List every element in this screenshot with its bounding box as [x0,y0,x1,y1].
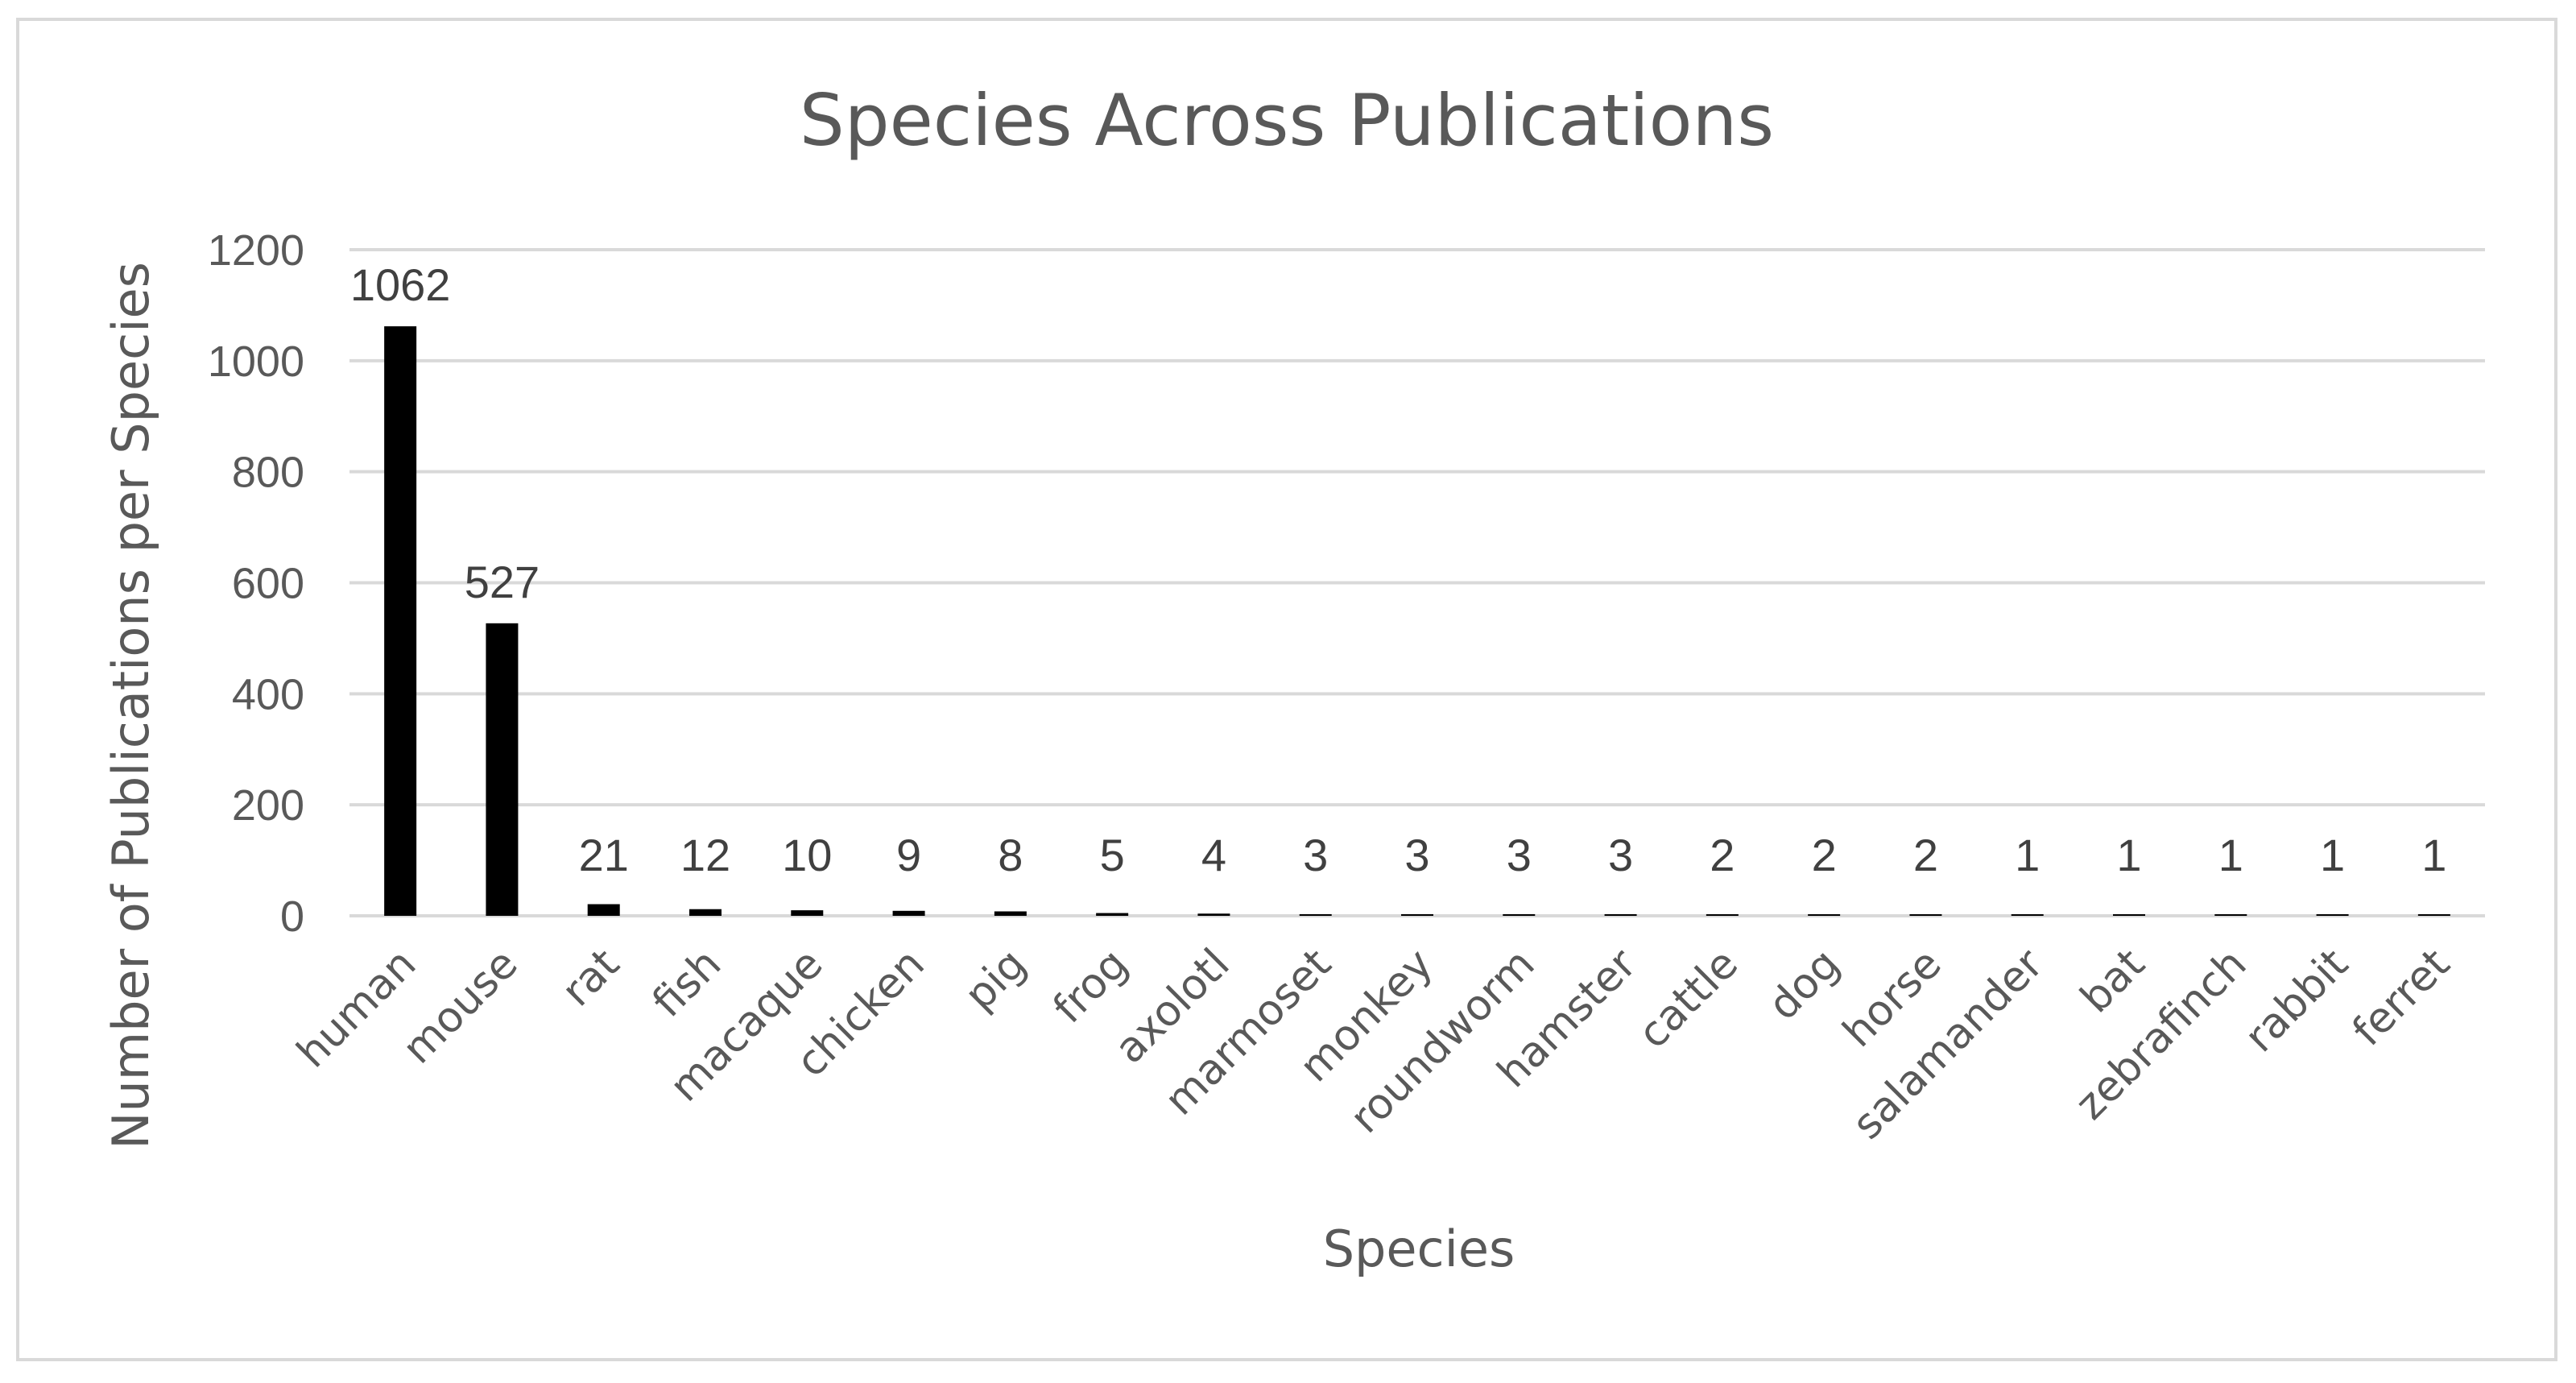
bar-ferret [2417,914,2450,916]
bar-rat [587,904,620,916]
data-label-axolotl: 4 [1201,830,1226,880]
bars [384,326,2450,917]
category-label-pig: pig [956,940,1036,1020]
category-label-rabbit: rabbit [2235,940,2357,1062]
bar-fish [689,909,722,916]
data-label-cattle: 2 [1710,830,1735,880]
data-label-human: 1062 [350,259,451,310]
y-tick-label: 800 [232,449,304,497]
bar-chicken [892,910,925,916]
chart-title: Species Across Publications [800,79,1774,162]
data-label-roundworm: 3 [1507,830,1532,880]
bar-marmoset [1299,913,1332,916]
bar-cattle [1706,914,1739,916]
category-label-mouse: mouse [394,940,527,1074]
bar-frog [1096,913,1129,916]
bar-mouse [486,623,519,916]
bar-horse [1909,914,1942,916]
bar-hamster [1604,913,1637,916]
chart-frame [16,18,2557,1361]
category-label-bat: bat [2071,940,2154,1023]
y-tick-label: 600 [232,560,304,608]
category-label-ferret: ferret [2343,940,2459,1056]
bar-bat [2113,914,2145,916]
bar-roundworm [1503,913,1536,916]
data-label-bat: 1 [2116,830,2141,880]
data-label-frog: 5 [1100,830,1125,880]
data-label-rabbit: 1 [2320,830,2345,880]
category-label-rat: rat [552,940,628,1016]
data-label-ferret: 1 [2421,830,2446,880]
data-label-pig: 8 [998,830,1023,880]
bar-macaque [791,910,824,916]
bar-rabbit [2316,914,2349,916]
data-label-monkey: 3 [1404,830,1429,880]
data-label-chicken: 9 [896,830,921,880]
category-label-dog: dog [1759,940,1850,1030]
data-label-zebrafinch: 1 [2218,830,2243,880]
y-tick-label: 400 [232,670,304,718]
y-tick-label: 200 [232,781,304,830]
bar-zebrafinch [2214,914,2247,916]
category-label-fish: fish [643,940,730,1027]
gridlines [349,248,2485,917]
bar-dog [1808,914,1841,916]
data-label-dog: 2 [1812,830,1837,880]
data-label-marmoset: 3 [1303,830,1328,880]
y-tick-label: 1000 [208,337,304,386]
data-label-salamander: 1 [2015,830,2040,880]
data-label-rat: 21 [579,830,629,880]
data-label-mouse: 527 [465,557,540,607]
bar-axolotl [1197,913,1230,916]
y-tick-label: 1200 [208,226,304,275]
category-label-frog: frog [1044,940,1138,1033]
bar-monkey [1401,913,1433,916]
bar-pig [994,911,1027,916]
y-axis-title: Number of Publications per Species [101,262,160,1149]
bar-salamander [2011,914,2044,916]
category-label-human: human [288,940,426,1078]
category-label-cattle: cattle [1629,940,1747,1058]
data-label-horse: 2 [1913,830,1938,880]
y-axis-ticks: 0 200 400 600 800 1000 1200 [208,226,304,941]
data-label-fish: 12 [680,830,730,880]
data-label-macaque: 10 [782,830,832,880]
bar-human [384,326,417,917]
y-tick-label: 0 [280,892,304,941]
data-label-hamster: 3 [1608,830,1633,880]
x-axis-title: Species [1323,1219,1515,1278]
